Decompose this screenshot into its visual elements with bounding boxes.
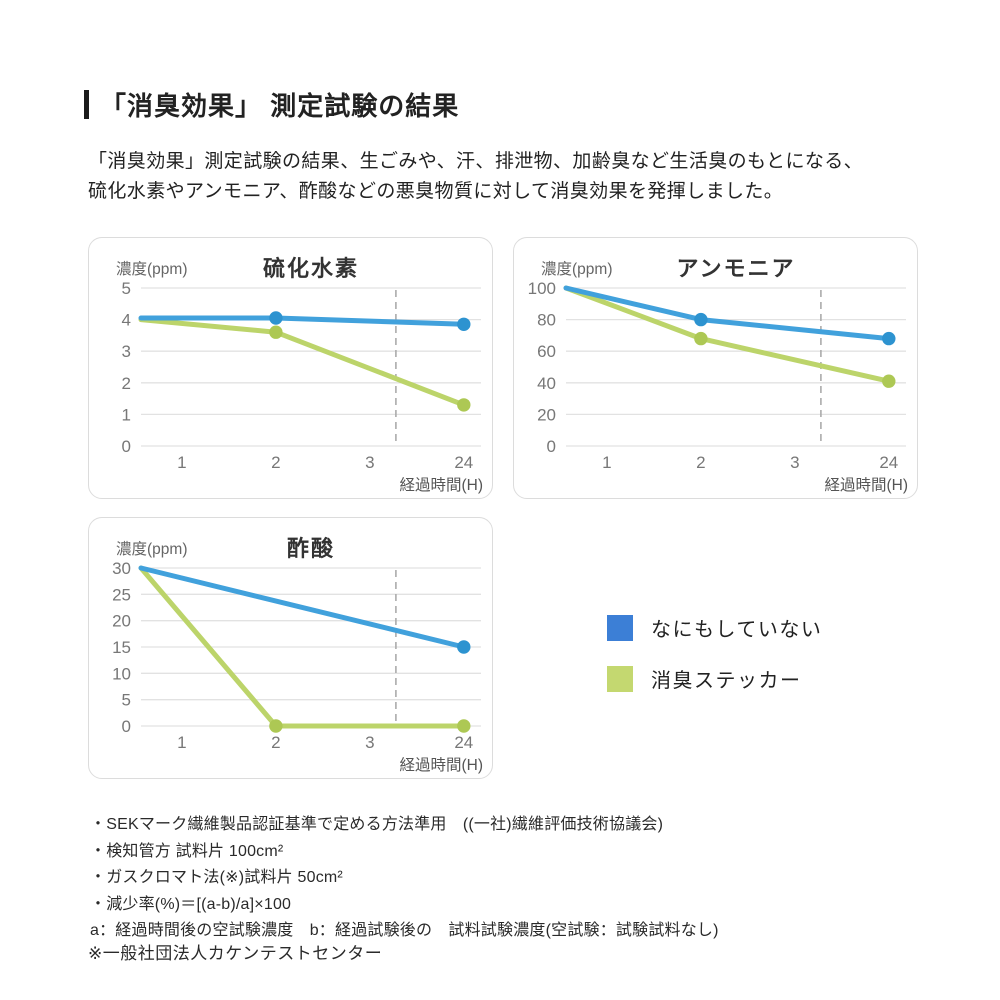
y-tick-label: 5 (122, 279, 131, 298)
chart-title: アンモニア (676, 256, 795, 281)
data-point (269, 719, 283, 733)
chart-hydrogen-sulfide-panel: 0 1 2 3 4 5 1 2 3 24 濃度(ppm) 硫化水素経過時間(H) (88, 237, 493, 499)
legend-label: なにもしていない (651, 619, 823, 641)
footnotes: ・SEKマーク繊維製品認証基準で定める方法準用 ((一社)繊維評価技術協議会) ・… (90, 812, 719, 945)
intro-line-2: 硫化水素やアンモニア、酢酸などの悪臭物質に対して消臭効果を発揮しました。 (88, 181, 784, 202)
intro-text: 「消臭効果」測定試験の結果、生ごみや、汗、排泄物、加齢臭など生活臭のもとになる、… (88, 147, 863, 207)
legend-item: 消臭ステッカー (607, 664, 822, 693)
x-tick-label: 3 (790, 453, 799, 472)
y-tick-label: 2 (122, 374, 131, 393)
legend-swatch-blue (607, 614, 633, 641)
x-axis-label: 経過時間(H) (399, 756, 483, 774)
footnote-line: ・検知管方 試料片 100cm² (90, 842, 284, 860)
data-point (457, 640, 471, 654)
title-accent-bar-icon (84, 90, 89, 119)
x-tick-label: 1 (177, 733, 186, 752)
y-tick-label: 20 (112, 612, 131, 631)
x-tick-label: 2 (696, 453, 705, 472)
y-tick-label: 10 (112, 664, 131, 683)
data-point (457, 398, 471, 412)
legend: なにもしていない 消臭ステッカー (607, 613, 822, 693)
legend-item: なにもしていない (607, 613, 822, 642)
chart-acetic-acid-panel: 0 5 10 15 20 25 30 1 2 3 24 濃度(ppm) 酢酸経過時間(H) (88, 517, 493, 779)
x-tick-label: 24 (879, 453, 898, 472)
x-tick-label: 1 (177, 453, 186, 472)
y-tick-label: 40 (537, 374, 556, 393)
data-point (694, 331, 708, 346)
footnote-line: a：経過時間後の空試験濃度 b：経過試験後の 試料試験濃度(空試験：試験試料なし… (90, 922, 719, 939)
y-tick-label: 100 (528, 279, 556, 298)
x-tick-label: 1 (602, 453, 611, 472)
y-tick-label: 3 (122, 342, 131, 361)
y-tick-label: 25 (112, 585, 131, 604)
y-tick-label: 60 (537, 342, 556, 361)
x-tick-label: 3 (365, 453, 374, 472)
data-point (882, 331, 896, 346)
x-tick-label: 2 (271, 453, 280, 472)
series-line-blue (563, 285, 892, 342)
chart-ammonia-panel: 0 20 40 60 80 100 1 2 3 24 濃度(ppm) アンモニア経過時間(H) (513, 237, 918, 499)
series-line-green (138, 317, 467, 408)
x-axis-label: 経過時間(H) (399, 476, 483, 494)
data-point (269, 311, 283, 325)
x-tick-label: 3 (365, 733, 374, 752)
legend-swatch-green (607, 665, 633, 692)
data-point (269, 325, 283, 339)
data-point (882, 374, 896, 388)
footnote-line: ・SEKマーク繊維製品認証基準で定める方法準用 ((一社)繊維評価技術協議会) (90, 816, 664, 833)
y-tick-label: 20 (537, 405, 556, 424)
y-tick-label: 0 (122, 437, 131, 456)
series-line-blue (138, 565, 467, 650)
footnote-line: ・減少率(%)＝[(a-b)/a]×100 (90, 895, 292, 913)
footnote-line: ・ガスクロマト法(※)試料片 50cm² (90, 869, 343, 886)
y-tick-label: 80 (537, 311, 556, 330)
y-tick-label: 0 (547, 437, 556, 456)
source-note: ※一般社団法人カケンテストセンター (88, 944, 383, 963)
y-tick-label: 5 (122, 691, 131, 710)
chart-title: 酢酸 (287, 536, 335, 561)
y-tick-label: 15 (112, 638, 131, 657)
y-tick-label: 0 (122, 717, 131, 736)
y-axis-label: 濃度(ppm) (116, 260, 187, 278)
y-tick-label: 1 (122, 405, 131, 424)
page-header: 「消臭効果」 測定試験の結果 (84, 86, 459, 123)
x-tick-label: 24 (454, 733, 473, 752)
y-tick-label: 30 (112, 559, 131, 578)
y-axis-label: 濃度(ppm) (116, 540, 187, 558)
x-tick-label: 2 (271, 733, 280, 752)
intro-line-1: 「消臭効果」測定試験の結果、生ごみや、汗、排泄物、加齢臭など生活臭のもとになる、 (88, 151, 864, 172)
data-point (694, 312, 708, 327)
chart-title: 硫化水素 (263, 256, 359, 281)
page-title: 「消臭効果」 測定試験の結果 (100, 91, 460, 121)
y-tick-label: 4 (122, 311, 131, 330)
data-point (457, 719, 471, 733)
data-point (457, 317, 471, 331)
x-tick-label: 24 (454, 453, 473, 472)
x-axis-label: 経過時間(H) (824, 476, 908, 494)
legend-label: 消臭ステッカー (651, 670, 802, 692)
y-axis-label: 濃度(ppm) (541, 260, 612, 278)
